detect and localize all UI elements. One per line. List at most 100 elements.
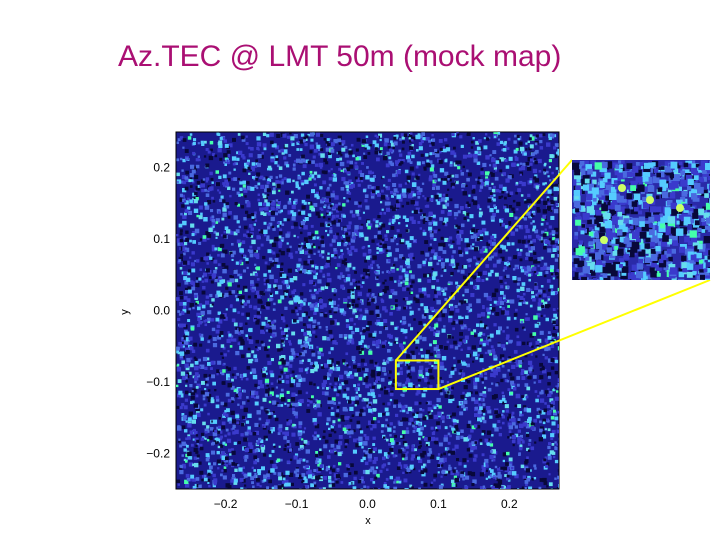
map-pixel <box>533 176 537 180</box>
map-pixel <box>476 233 480 236</box>
map-pixel <box>347 263 352 268</box>
map-pixel <box>354 176 358 180</box>
map-pixel <box>494 410 498 414</box>
map-pixel <box>344 262 348 266</box>
map-pixel <box>224 409 227 413</box>
map-pixel <box>507 436 510 439</box>
map-pixel <box>277 348 281 352</box>
map-pixel <box>553 388 556 391</box>
map-pixel <box>459 300 464 305</box>
map-pixel <box>417 418 421 422</box>
map-pixel <box>260 330 264 334</box>
map-pixel <box>487 387 492 392</box>
map-pixel <box>384 234 388 238</box>
map-pixel <box>271 152 274 156</box>
map-pixel <box>301 329 304 332</box>
map-pixel <box>506 474 510 478</box>
map-pixel <box>544 390 549 394</box>
map-pixel <box>368 265 372 269</box>
map-pixel <box>522 341 526 346</box>
map-pixel <box>241 423 245 427</box>
map-pixel <box>524 266 529 271</box>
map-pixel <box>534 174 538 178</box>
map-pixel <box>254 422 259 427</box>
map-pixel <box>454 174 459 178</box>
map-pixel <box>272 182 276 186</box>
map-pixel <box>323 170 328 175</box>
map-pixel <box>236 157 240 161</box>
map-pixel <box>222 174 227 179</box>
map-pixel <box>186 277 191 282</box>
map-pixel <box>491 382 494 385</box>
map-pixel <box>439 168 445 173</box>
map-pixel <box>450 370 455 375</box>
map-pixel <box>527 240 531 243</box>
map-pixel <box>369 310 374 315</box>
map-pixel <box>407 374 410 377</box>
map-pixel <box>323 138 327 141</box>
map-pixel <box>455 281 459 285</box>
map-pixel <box>493 375 496 378</box>
map-pixel <box>285 337 288 340</box>
map-pixel <box>311 160 315 164</box>
map-pixel <box>471 441 475 445</box>
map-pixel <box>201 474 205 478</box>
map-pixel <box>312 418 317 423</box>
map-pixel <box>483 324 488 329</box>
map-pixel <box>358 201 362 205</box>
map-pixel <box>524 200 528 204</box>
map-pixel <box>418 445 421 449</box>
map-pixel <box>258 417 262 421</box>
map-pixel <box>390 142 395 147</box>
map-pixel <box>402 298 406 301</box>
map-pixel <box>301 171 305 176</box>
map-pixel <box>245 260 249 264</box>
map-pixel <box>179 354 183 358</box>
map-pixel <box>177 242 181 246</box>
map-pixel <box>490 345 494 349</box>
map-pixel <box>376 135 379 139</box>
map-pixel <box>457 210 461 214</box>
map-pixel <box>455 308 460 313</box>
map-pixel <box>514 157 519 161</box>
map-pixel <box>258 437 262 441</box>
map-pixel <box>427 436 431 441</box>
map-pixel <box>292 167 296 171</box>
map-pixel <box>419 408 422 411</box>
map-pixel <box>329 137 332 141</box>
map-pixel <box>181 403 185 407</box>
map-pixel <box>499 279 503 284</box>
map-pixel <box>250 280 254 284</box>
map-pixel <box>546 485 549 488</box>
map-pixel <box>389 438 394 443</box>
map-pixel <box>362 406 366 410</box>
map-pixel <box>207 469 212 474</box>
map-pixel <box>378 394 382 398</box>
map-pixel <box>204 437 207 440</box>
map-pixel <box>370 466 375 471</box>
map-pixel <box>513 255 517 259</box>
map-pixel <box>403 341 406 345</box>
map-pixel <box>329 449 334 454</box>
map-pixel <box>474 334 477 338</box>
map-pixel <box>261 305 265 309</box>
map-pixel <box>370 478 374 482</box>
map-pixel <box>187 423 192 428</box>
map-pixel <box>348 371 353 375</box>
map-pixel <box>494 288 499 293</box>
map-pixel <box>262 369 266 374</box>
map-pixel <box>368 350 373 355</box>
map-pixel <box>277 284 283 290</box>
map-pixel <box>498 196 502 199</box>
map-pixel <box>348 365 351 369</box>
map-pixel <box>406 264 411 269</box>
map-pixel <box>532 332 537 336</box>
map-pixel <box>524 270 529 275</box>
map-pixel <box>423 468 428 473</box>
map-pixel <box>428 226 433 231</box>
map-pixel <box>191 349 196 353</box>
map-pixel <box>298 382 301 385</box>
map-pixel <box>480 419 483 423</box>
map-pixel <box>550 207 554 211</box>
map-pixel <box>410 190 414 195</box>
